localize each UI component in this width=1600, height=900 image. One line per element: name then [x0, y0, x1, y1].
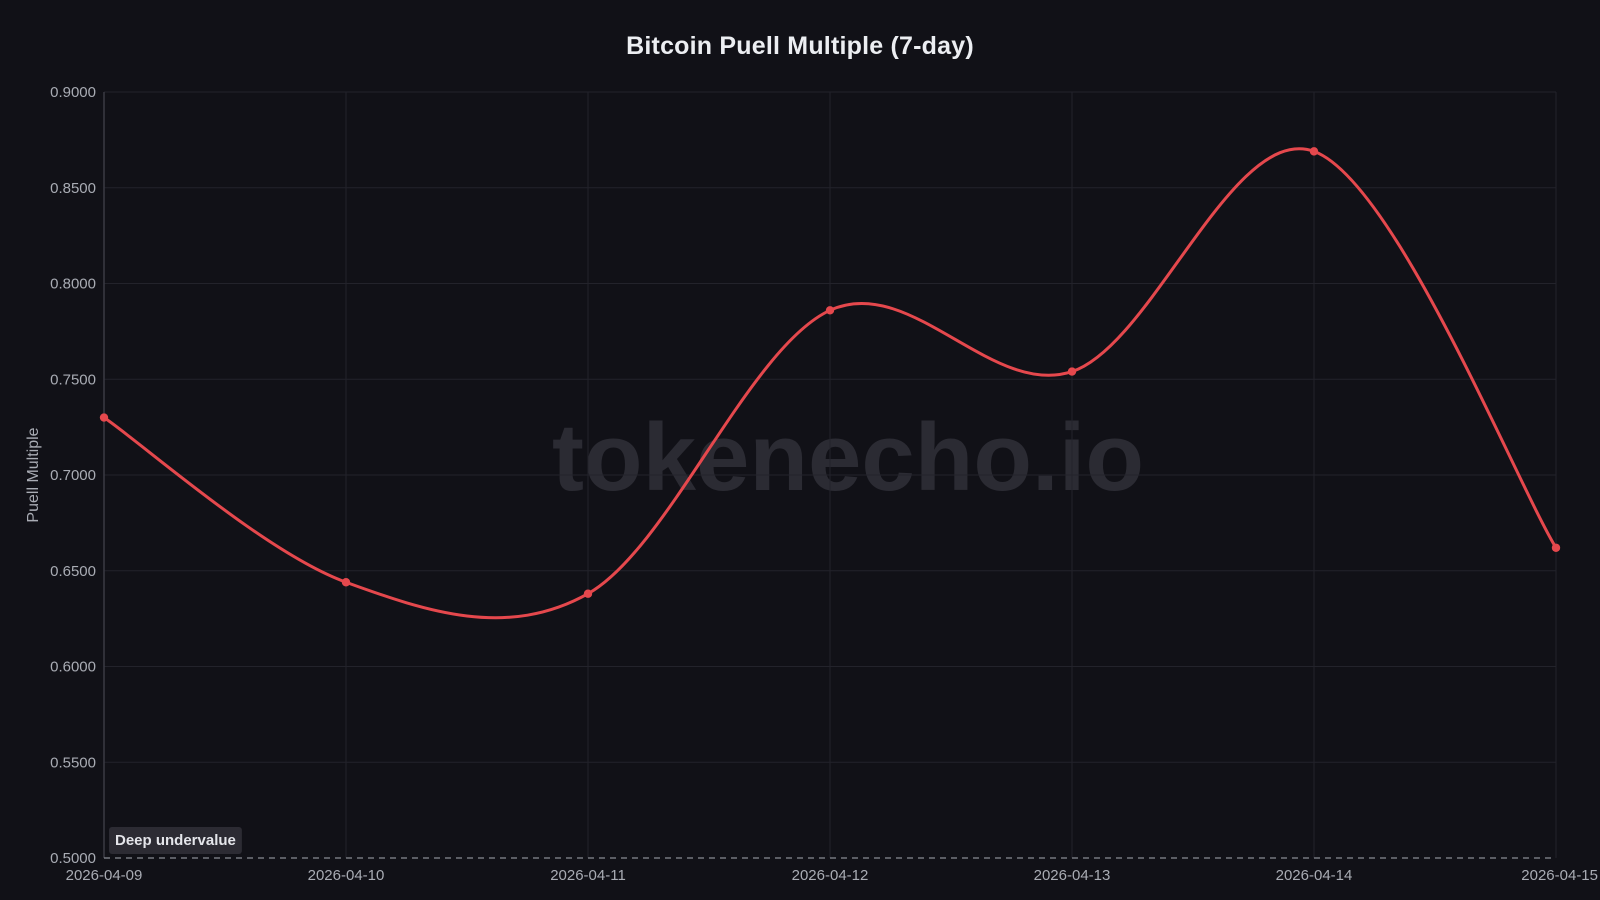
series-line — [102, 147, 1558, 620]
x-tick-label: 2026-04-15 — [1521, 867, 1598, 884]
y-axis-title: Puell Multiple — [25, 427, 42, 522]
grid-lines — [104, 91, 1557, 858]
x-tick-label: 2026-04-13 — [1034, 867, 1111, 884]
data-point[interactable] — [825, 306, 835, 315]
data-point[interactable] — [583, 589, 593, 598]
tick-labels: 0.5000 0.5500 0.6000 0.6500 0.7000 0.7500 0.80… — [50, 84, 1598, 884]
threshold-label: Deep undervalue — [109, 827, 242, 854]
x-tick-label: 2026-04-12 — [792, 867, 869, 884]
series — [99, 147, 1561, 620]
data-point[interactable] — [1309, 147, 1319, 156]
data-point[interactable] — [99, 413, 109, 422]
y-tick-label: 0.6500 — [50, 563, 96, 580]
watermark: tokenecho.io — [552, 404, 1144, 511]
threshold-label-text: Deep undervalue — [115, 832, 236, 849]
y-tick-label: 0.9000 — [50, 84, 96, 101]
data-point[interactable] — [1067, 367, 1077, 376]
y-tick-label: 0.5500 — [50, 754, 96, 771]
x-tick-label: 2026-04-10 — [308, 867, 385, 884]
chart-title: Bitcoin Puell Multiple (7-day) — [626, 32, 974, 60]
x-tick-label: 2026-04-11 — [550, 867, 626, 884]
y-tick-label: 0.7000 — [50, 467, 96, 484]
y-tick-label: 0.8000 — [50, 276, 96, 293]
x-tick-label: 2026-04-09 — [66, 867, 143, 884]
data-point[interactable] — [1551, 543, 1561, 552]
threshold-label-box — [109, 827, 242, 854]
data-point[interactable] — [341, 578, 351, 587]
y-tick-label: 0.8500 — [50, 180, 96, 197]
x-tick-label: 2026-04-14 — [1276, 867, 1353, 884]
y-tick-label: 0.6000 — [50, 659, 96, 676]
y-tick-label: 0.5000 — [50, 850, 96, 867]
y-tick-label: 0.7500 — [50, 371, 96, 388]
annotations: Deep undervalue — [104, 827, 1556, 859]
